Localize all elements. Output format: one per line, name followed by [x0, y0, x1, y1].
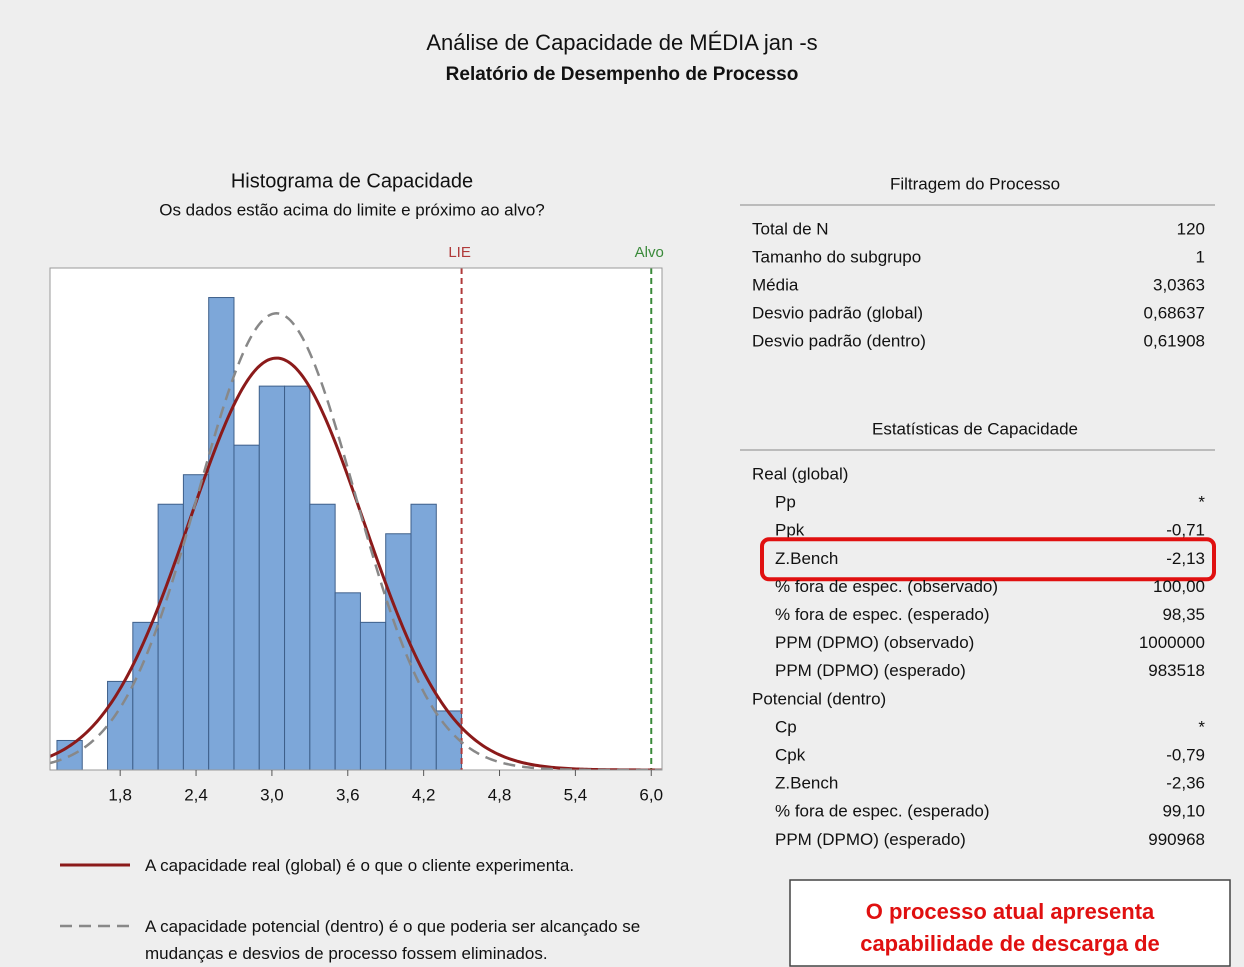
row-label: % fora de espec. (esperado): [775, 605, 990, 624]
bar: [410, 503, 437, 771]
note-box: [789, 879, 1231, 967]
row-value: -0,79: [1166, 745, 1205, 764]
row-label: Z.Bench: [775, 774, 838, 793]
row-label: Z.Bench: [775, 549, 838, 568]
x-tick-label: 4,2: [412, 785, 436, 804]
chart-title: Histograma de Capacidade: [231, 170, 473, 192]
reference-label: Alvo: [635, 244, 664, 261]
row-label: Desvio padrão (global): [752, 303, 923, 322]
row-value: 983518: [1148, 661, 1205, 680]
x-tick-label: 5,4: [564, 785, 588, 804]
bar: [334, 592, 361, 771]
legend-text: A capacidade real (global) é o que o cli…: [145, 856, 575, 875]
bar: [132, 621, 159, 771]
row-value: *: [1198, 493, 1205, 512]
x-tick-label: 6,0: [639, 785, 663, 804]
report-subtitle: Relatório de Desempenho de Processo: [446, 64, 799, 85]
group-label: Real (global): [752, 464, 848, 483]
table-title: Filtragem do Processo: [890, 174, 1060, 193]
x-tick-label: 3,0: [260, 785, 284, 804]
bar: [208, 297, 235, 771]
row-label: Pp: [775, 493, 796, 512]
chart-subtitle: Os dados estão acima do limite e próximo…: [159, 200, 545, 219]
row-label: Cp: [775, 717, 797, 736]
row-value: *: [1198, 717, 1205, 736]
bar: [359, 621, 387, 771]
reference-label: LIE: [448, 244, 471, 261]
row-value: 98,35: [1162, 605, 1205, 624]
row-label: % fora de espec. (esperado): [775, 802, 990, 821]
table-title: Estatísticas de Capacidade: [872, 419, 1078, 438]
bar: [284, 385, 311, 771]
group-label: Potencial (dentro): [752, 689, 886, 708]
bar: [233, 444, 260, 771]
row-label: Desvio padrão (dentro): [752, 331, 926, 350]
fit-curve: [50, 312, 662, 770]
row-label: Total de N: [752, 219, 829, 238]
bar: [258, 385, 286, 771]
x-tick-label: 2,4: [184, 785, 208, 804]
note-text: O processo atual apresenta: [866, 899, 1155, 924]
row-value: 3,0363: [1153, 275, 1205, 294]
row-value: 100,00: [1153, 577, 1205, 596]
note-text: capabilidade de descarga de: [860, 931, 1160, 956]
report-title: Análise de Capacidade de MÉDIA jan -s: [426, 30, 817, 55]
x-tick-label: 3,6: [336, 785, 360, 804]
row-label: % fora de espec. (observado): [775, 577, 998, 596]
row-label: Tamanho do subgrupo: [752, 247, 921, 266]
row-value: 99,10: [1162, 802, 1205, 821]
bar: [107, 680, 134, 771]
row-value: 0,68637: [1144, 303, 1205, 322]
legend-text: A capacidade potencial (dentro) é o que …: [145, 917, 641, 963]
row-label: Ppk: [775, 521, 805, 540]
x-tick-label: 1,8: [108, 785, 132, 804]
row-value: 120: [1177, 219, 1205, 238]
bar: [309, 503, 336, 771]
bar: [435, 710, 463, 771]
row-value: -2,13: [1166, 549, 1205, 568]
plot-frame: [49, 267, 663, 771]
row-label: Cpk: [775, 745, 806, 764]
row-value: 0,61908: [1144, 331, 1205, 350]
row-label: Média: [752, 275, 799, 294]
row-label: PPM (DPMO) (esperado): [775, 830, 966, 849]
row-value: 990968: [1148, 830, 1205, 849]
bar: [157, 503, 184, 771]
row-value: 1000000: [1139, 633, 1205, 652]
row-value: -2,36: [1166, 774, 1205, 793]
row-value: -0,71: [1166, 521, 1205, 540]
row-value: 1: [1196, 247, 1205, 266]
highlight-box: [760, 537, 1216, 582]
row-label: PPM (DPMO) (esperado): [775, 661, 966, 680]
bar: [385, 533, 412, 771]
bar: [182, 474, 210, 771]
row-label: PPM (DPMO) (observado): [775, 633, 974, 652]
x-tick-label: 4,8: [488, 785, 512, 804]
